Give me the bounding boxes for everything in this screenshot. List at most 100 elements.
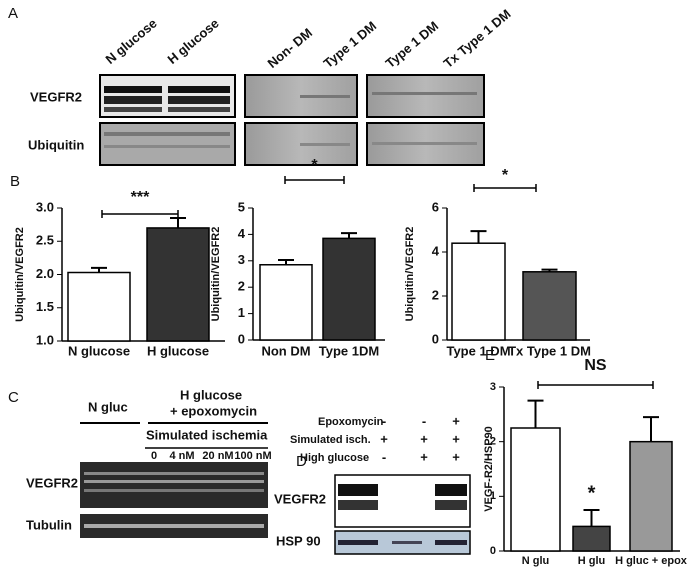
significance-bracket [284, 176, 345, 184]
error-bar [527, 399, 544, 428]
y-tick-label: 2 [432, 287, 439, 302]
y-tick-label: 0 [490, 545, 496, 557]
sign: + [420, 449, 428, 464]
y-tick-label: 1.0 [36, 332, 54, 347]
x-tick-label: H gluc + epox [615, 555, 688, 567]
x-tick-label: Tx Type 1 DM [508, 343, 591, 358]
lane-label: N glucose [102, 16, 159, 67]
condition-label: Simulated ischemia [146, 427, 268, 442]
row-label: VEGFR2 [274, 491, 326, 506]
panel-letter: E [485, 347, 495, 364]
y-axis-label: Ubiquitin/VEGFR2 [14, 227, 26, 322]
bar [629, 440, 673, 552]
y-tick-label: 3 [490, 381, 496, 393]
y-tick-label: 2 [490, 436, 496, 448]
condition-label: Epoxomycin [318, 416, 384, 428]
sign: + [420, 431, 428, 446]
y-tick-label: 4 [238, 226, 246, 241]
y-tick-label: 0 [238, 331, 245, 346]
row-label: VEGFR2 [30, 89, 82, 104]
row-label: VEGFR2 [26, 475, 78, 490]
error-bar [278, 259, 294, 265]
sign: - [382, 449, 386, 464]
error-bar [341, 232, 357, 239]
lane-label: Non- DM [264, 25, 315, 71]
condition-label: N gluc [88, 399, 128, 414]
y-axis-label: VEGF-R2/HSP90 [483, 426, 495, 512]
significance-label: *** [131, 189, 150, 206]
y-tick-label: 4 [432, 243, 440, 258]
bar [522, 271, 577, 341]
blot-c [80, 462, 268, 538]
condition-label: High glucose [300, 452, 369, 464]
y-tick-label: 2.5 [36, 233, 54, 248]
error-bar [583, 509, 600, 527]
sign: - [382, 413, 386, 428]
y-axis-label: Ubiquitin/VEGFR2 [404, 227, 416, 322]
y-tick-label: 1 [490, 490, 496, 502]
y-tick-label: 3 [238, 252, 245, 267]
sign-grid: - - + + + + - + + [380, 413, 460, 464]
sign: + [380, 431, 388, 446]
panel-letter: A [8, 5, 18, 22]
x-tick-label: Type 1DM [319, 343, 379, 358]
sign: + [452, 431, 460, 446]
significance-bracket [101, 210, 179, 218]
significance-bracket [537, 381, 654, 389]
dose-label: 100 nM [234, 450, 271, 462]
x-tick-label: H glu [578, 555, 606, 567]
bar [67, 271, 131, 342]
y-tick-label: 1 [238, 305, 245, 320]
error-bar [470, 230, 487, 244]
bar [572, 525, 611, 552]
sign: + [452, 449, 460, 464]
bar [510, 427, 561, 552]
y-tick-label: 1.5 [36, 299, 54, 314]
panel-letter: B [10, 173, 20, 190]
y-tick-label: 0 [432, 331, 439, 346]
y-tick-label: 6 [432, 199, 439, 214]
bar-annotation: * [588, 482, 596, 504]
y-tick-label: 3.0 [36, 199, 54, 214]
x-tick-label: N glu [522, 555, 550, 567]
x-tick-label: H glucose [147, 343, 209, 358]
x-tick-label: N glucose [68, 343, 130, 358]
significance-bracket [473, 184, 537, 192]
dose-label: 20 nM [202, 450, 233, 462]
y-tick-label: 2 [238, 279, 245, 294]
x-tick-label: Non DM [261, 343, 310, 358]
y-axis-label: Ubiquitin/VEGFR2 [210, 227, 222, 322]
blot-d [334, 474, 471, 555]
dose-label: 0 [151, 450, 157, 462]
sign: + [452, 413, 460, 428]
panel-letter: D [296, 453, 307, 470]
lane-label: Tx Type 1 DM [440, 6, 513, 71]
lane-label: Type 1 DM [382, 18, 441, 71]
error-bar [643, 416, 659, 442]
row-label: Ubiquitin [28, 137, 84, 152]
condition-label: H glucose [180, 387, 242, 402]
significance-label: * [502, 167, 509, 184]
blot-a [99, 74, 485, 166]
error-bar [170, 216, 186, 228]
dose-label: 4 nM [169, 450, 194, 462]
significance-label: * [311, 157, 318, 174]
condition-label: + epoxomycin [170, 403, 257, 418]
row-label: Tubulin [26, 517, 72, 532]
y-tick-label: 5 [238, 199, 245, 214]
x-tick-label: Type 1 DM [446, 343, 510, 358]
panel-letter: C [8, 389, 19, 406]
lane-label: H glucose [164, 16, 221, 67]
bar [146, 227, 210, 342]
lane-label: Type 1 DM [320, 18, 379, 71]
bar [259, 264, 313, 341]
condition-label: Simulated isch. [290, 434, 371, 446]
bar [322, 237, 376, 341]
error-bar [91, 266, 107, 273]
sign: - [422, 413, 426, 428]
significance-label: NS [584, 357, 607, 374]
y-tick-label: 2.0 [36, 266, 54, 281]
error-bar [541, 268, 558, 272]
bar [451, 242, 506, 341]
